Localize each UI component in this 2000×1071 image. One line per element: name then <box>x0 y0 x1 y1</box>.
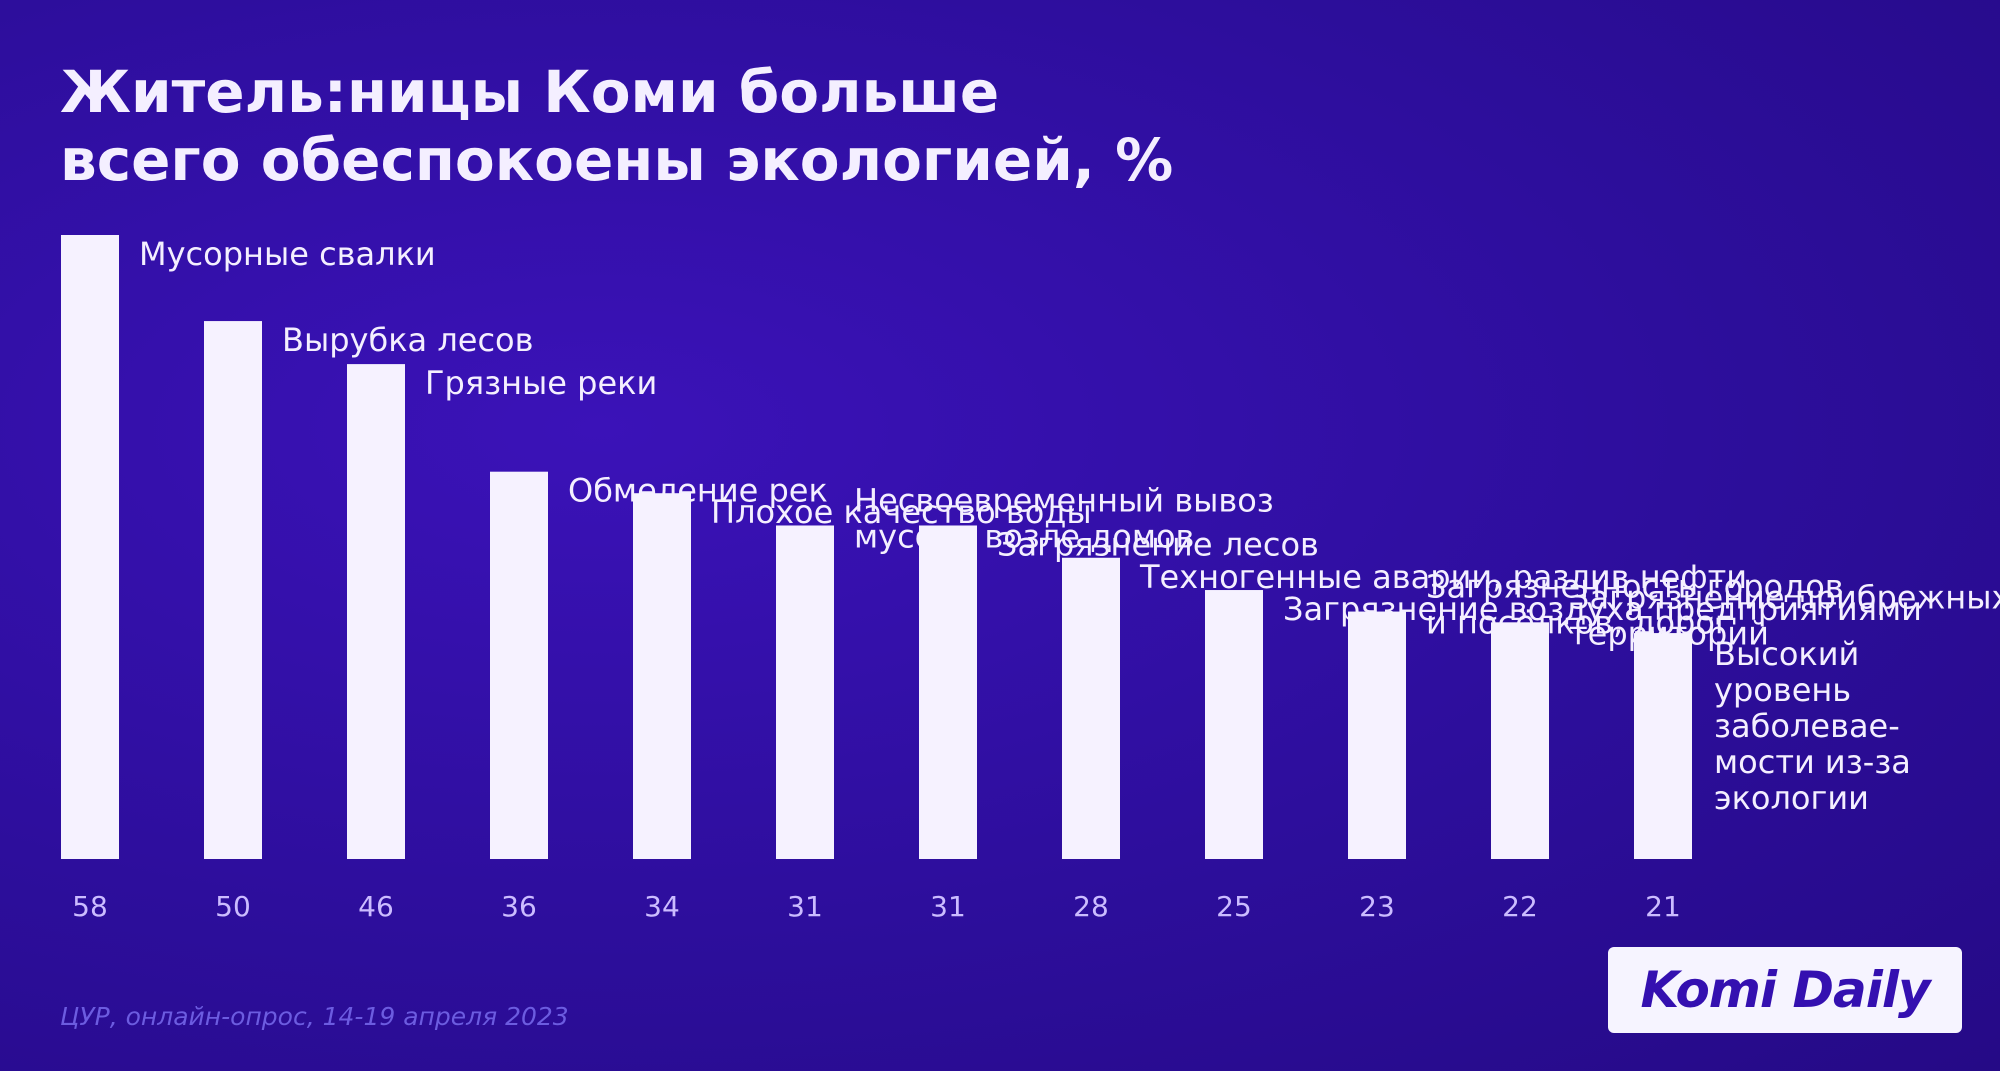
category-label-6: Несвоевременный вывоз мусора возле домов <box>854 481 1274 555</box>
value-label-3: 46 <box>358 890 394 923</box>
category-label-12-line-5: экологии <box>1714 779 1869 817</box>
category-label-3: Грязные реки <box>425 364 657 402</box>
value-label-2: 50 <box>215 890 251 923</box>
category-label-6-line-1: Несвоевременный вывоз <box>854 481 1274 519</box>
value-label-11: 22 <box>1502 890 1538 923</box>
bar-2 <box>204 321 262 859</box>
value-label-1: 58 <box>72 890 108 923</box>
bar-3 <box>347 364 405 859</box>
value-label-9: 25 <box>1216 890 1252 923</box>
category-label-11-line-1: Загрязнение прибрежных <box>1569 578 2000 616</box>
bar-1 <box>61 235 119 859</box>
bar-8 <box>1062 557 1120 859</box>
category-label-12-line-3: заболевае- <box>1714 707 1900 745</box>
value-label-7: 31 <box>930 890 966 923</box>
value-label-6: 31 <box>787 890 823 923</box>
bar-9 <box>1205 590 1263 859</box>
komi-daily-logo: Komi Daily <box>1608 947 1962 1033</box>
category-label-1: Мусорные свалки <box>139 235 436 273</box>
bar-11 <box>1491 622 1549 859</box>
chart-title: Житель:ницы Коми больше всего обеспокоен… <box>60 58 1460 194</box>
category-label-5-line-1: Плохое качество воды <box>711 493 1092 531</box>
category-label-2: Вырубка лесов <box>282 321 533 359</box>
value-label-4: 36 <box>501 890 537 923</box>
logo-text: Komi Daily <box>1640 961 1930 1019</box>
bar-6 <box>776 525 834 859</box>
value-label-5: 34 <box>644 890 680 923</box>
category-label-1-line-1: Мусорные свалки <box>139 235 436 273</box>
category-label-6-line-2: мусора возле домов <box>854 517 1194 555</box>
category-label-12-line-4: мости из-за <box>1714 743 1911 781</box>
category-label-4: Обмеление рек <box>568 472 828 510</box>
category-label-5: Плохое качество воды <box>711 493 1092 531</box>
category-label-8-line-1: Техногенные аварии, разлив нефти <box>1139 558 1747 596</box>
category-label-12: Высокий уровень заболевае-мости из-за эколо… <box>1714 635 1911 817</box>
bar-10 <box>1348 611 1406 859</box>
category-label-7: Загрязнение лесов <box>997 525 1319 563</box>
source-note: ЦУР, онлайн-опрос, 14-19 апреля 2023 <box>60 1002 569 1031</box>
category-label-4-line-1: Обмеление рек <box>568 472 828 510</box>
value-label-8: 28 <box>1073 890 1109 923</box>
bar-12 <box>1634 633 1692 859</box>
bar-7 <box>919 525 977 859</box>
category-label-10: Загрязненность городов и посёлков, дорог <box>1426 568 1844 642</box>
bar-4 <box>490 471 548 859</box>
category-label-10-line-1: Загрязненность городов <box>1426 568 1844 606</box>
bar-5 <box>633 493 691 859</box>
category-label-3-line-1: Грязные реки <box>425 364 657 402</box>
value-label-12: 21 <box>1645 890 1681 923</box>
category-label-2-line-1: Вырубка лесов <box>282 321 533 359</box>
value-label-10: 23 <box>1359 890 1395 923</box>
category-label-7-line-1: Загрязнение лесов <box>997 525 1319 563</box>
category-label-8: Техногенные аварии, разлив нефти <box>1139 558 1747 596</box>
chart-title-line-2: всего обеспокоены экологией, % <box>60 126 1174 194</box>
chart-title-line-1: Житель:ницы Коми больше <box>60 58 1000 126</box>
category-label-12-line-2: уровень <box>1714 671 1851 709</box>
category-label-12-line-1: Высокий <box>1714 635 1859 673</box>
